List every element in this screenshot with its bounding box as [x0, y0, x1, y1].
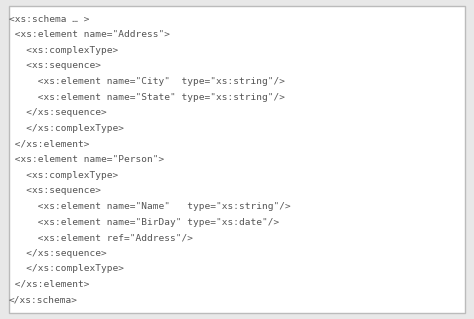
Text: </xs:complexType>: </xs:complexType> — [9, 124, 124, 133]
Text: <xs:element name="BirDay" type="xs:date"/>: <xs:element name="BirDay" type="xs:date"… — [9, 218, 279, 226]
Text: <xs:sequence>: <xs:sequence> — [9, 61, 100, 70]
Text: <xs:element name="City"  type="xs:string"/>: <xs:element name="City" type="xs:string"… — [9, 77, 284, 86]
Text: <xs:element name="State" type="xs:string"/>: <xs:element name="State" type="xs:string… — [9, 93, 284, 102]
Text: <xs:element name="Name"   type="xs:string"/>: <xs:element name="Name" type="xs:string"… — [9, 202, 290, 211]
Text: <xs:element ref="Address"/>: <xs:element ref="Address"/> — [9, 233, 192, 242]
Text: <xs:complexType>: <xs:complexType> — [9, 171, 118, 180]
Text: </xs:schema>: </xs:schema> — [9, 296, 78, 305]
Text: <xs:complexType>: <xs:complexType> — [9, 46, 118, 55]
Text: </xs:element>: </xs:element> — [9, 280, 89, 289]
Text: <xs:schema … >: <xs:schema … > — [9, 15, 89, 24]
Text: <xs:sequence>: <xs:sequence> — [9, 186, 100, 195]
FancyBboxPatch shape — [9, 6, 465, 313]
Text: </xs:element>: </xs:element> — [9, 139, 89, 148]
Text: </xs:complexType>: </xs:complexType> — [9, 264, 124, 273]
Text: </xs:sequence>: </xs:sequence> — [9, 108, 106, 117]
Text: <xs:element name="Address">: <xs:element name="Address"> — [9, 30, 170, 39]
Text: <xs:element name="Person">: <xs:element name="Person"> — [9, 155, 164, 164]
Text: </xs:sequence>: </xs:sequence> — [9, 249, 106, 258]
